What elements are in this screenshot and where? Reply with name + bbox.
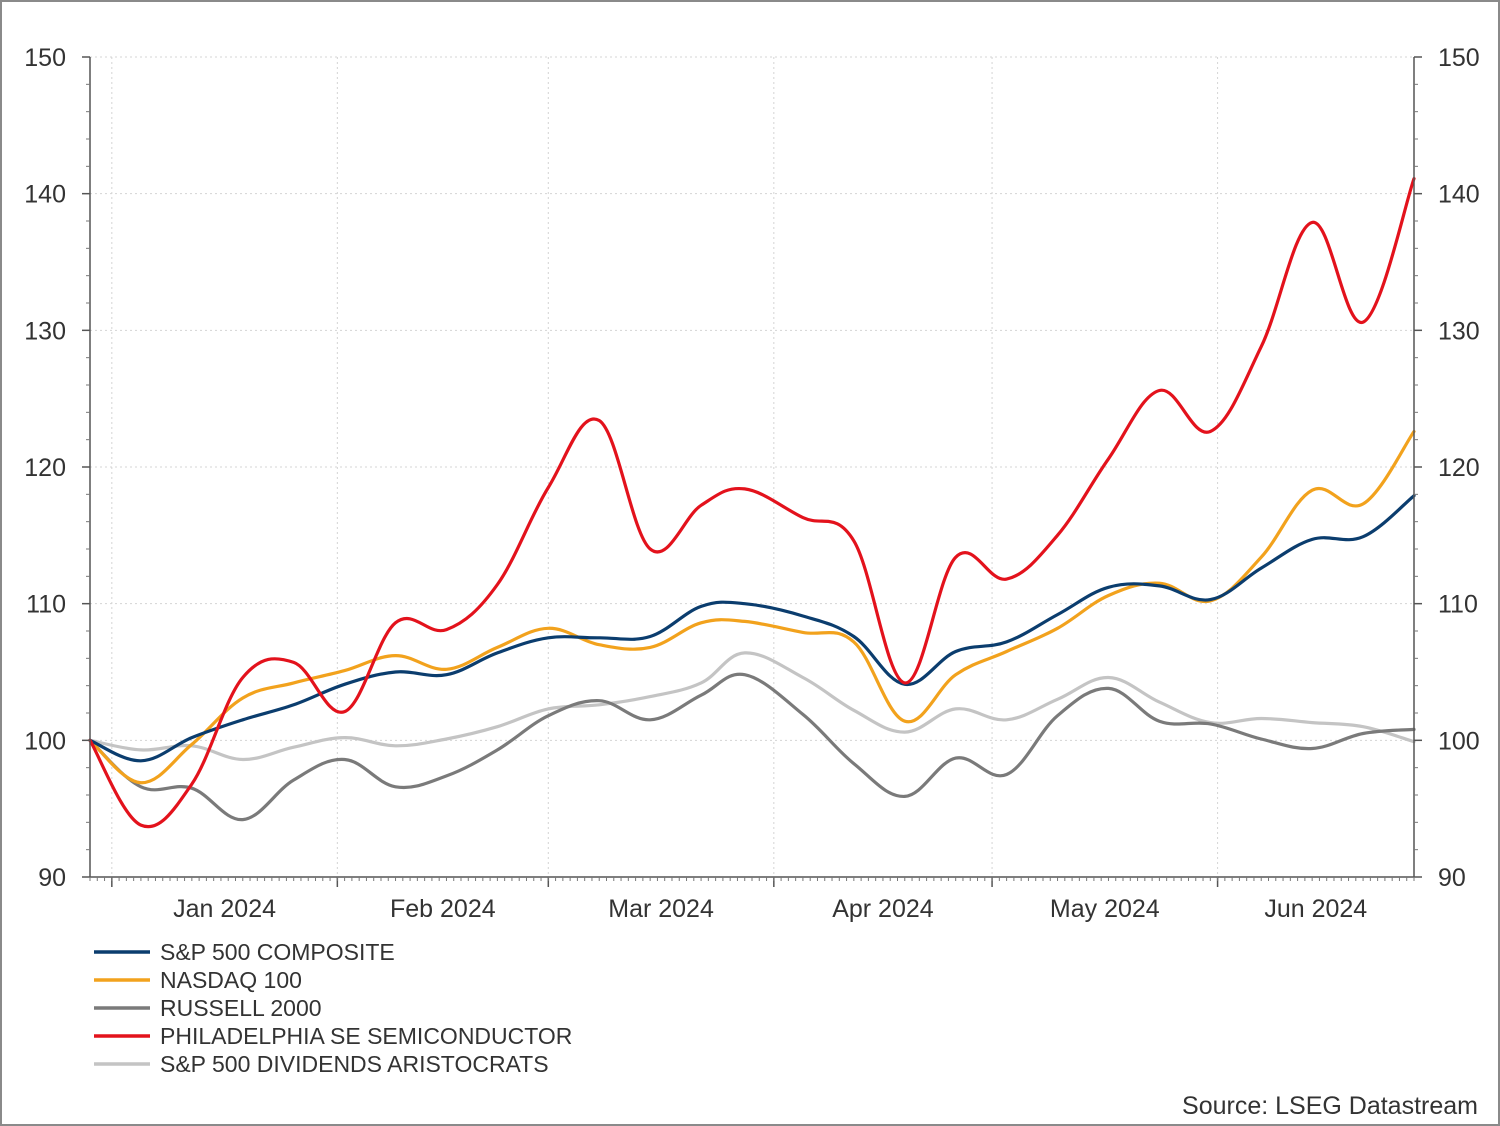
y-tick-label-right: 140 (1438, 181, 1480, 209)
y-axis-left: 90 100 110 120 130 140 150 (24, 44, 90, 892)
y-tick-label-right: 120 (1438, 454, 1480, 482)
legend-label: S&P 500 COMPOSITE (160, 939, 395, 965)
legend-label: S&P 500 DIVIDENDS ARISTOCRATS (160, 1051, 549, 1077)
legend-label: NASDAQ 100 (160, 967, 302, 993)
y-tick-label-left: 120 (24, 454, 66, 482)
x-month-label: Feb 2024 (390, 895, 496, 923)
x-axis: Jan 2024 Feb 2024 Mar 2024 Apr 2024 May 2024… (89, 877, 1415, 923)
x-month-label: May 2024 (1050, 895, 1160, 923)
series-line-russell-2000 (88, 672, 1416, 822)
y-tick-label-left: 140 (24, 181, 66, 209)
y-tick-label-left: 100 (24, 727, 66, 755)
legend-label: PHILADELPHIA SE SEMICONDUCTOR (160, 1023, 572, 1049)
series-line-s-p-500-dividends-aristocrats (88, 651, 1416, 762)
y-tick-label-left: 130 (24, 317, 66, 345)
legend-label: RUSSELL 2000 (160, 995, 322, 1021)
x-month-label: Jun 2024 (1264, 895, 1367, 923)
x-month-label: Apr 2024 (832, 895, 934, 923)
x-month-label: Mar 2024 (608, 895, 714, 923)
y-tick-label-right: 150 (1438, 44, 1480, 72)
y-tick-label-right: 90 (1438, 864, 1466, 892)
y-tick-label-right: 110 (1438, 591, 1478, 619)
source-note: Source: LSEG Datastream (1182, 1092, 1478, 1120)
grid-lines (90, 56, 1414, 877)
series-line-nasdaq-100 (88, 429, 1416, 785)
y-tick-label-right: 100 (1438, 727, 1480, 755)
y-tick-label-right: 130 (1438, 317, 1480, 345)
y-tick-label-left: 110 (26, 591, 66, 619)
series-lines (88, 177, 1416, 829)
x-month-label: Jan 2024 (173, 895, 276, 923)
series-line-s-p-500-composite (88, 494, 1416, 763)
y-tick-label-left: 90 (38, 864, 66, 892)
series-line-philadelphia-se-semiconductor (88, 177, 1416, 829)
y-tick-label-left: 150 (24, 44, 66, 72)
y-axis-right: 90 100 110 120 130 140 150 (1414, 44, 1480, 892)
